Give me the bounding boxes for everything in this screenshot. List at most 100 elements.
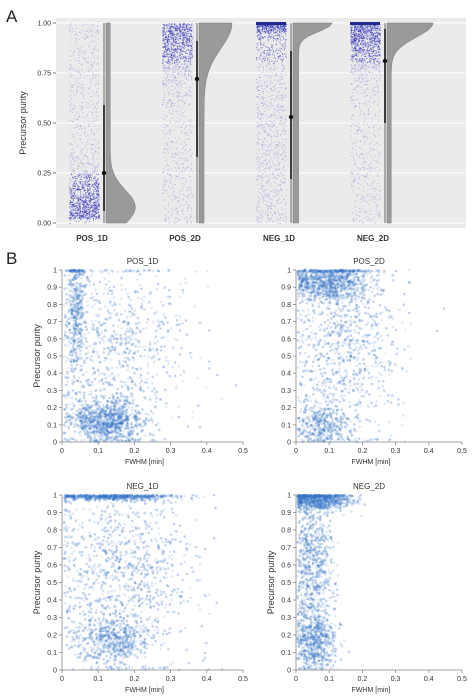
y-tick-label: 0.1 [47,422,57,429]
x-axis-label: FWHM [min] [352,687,391,694]
y-tick-label: 0.4 [281,598,291,605]
x-tick-label: 0 [60,676,64,683]
x-tick-label: 0 [60,448,64,455]
y-tick-label: 0.1 [281,650,291,657]
scatter-title: POS_2D [353,257,385,266]
scatter-title: POS_1D [127,257,159,266]
y-tick-label: 0.4 [47,371,57,378]
violin-3 [386,22,434,224]
scatter-points-3 [296,493,366,672]
y-tick-label: 0.3 [47,615,57,622]
x-tick-label: 0 [294,676,298,683]
y-tick-label: 0.4 [47,598,57,605]
violin-1 [198,22,233,224]
y-tick-label: 0.4 [281,371,291,378]
scatter-points-1 [296,268,446,444]
y-axis-label: Precursor purity [32,550,42,614]
y-tick-label: 0.2 [47,633,57,640]
violin-2 [292,22,333,224]
x-tick-label: 0.1 [93,676,103,683]
y-axis-label: Precursor purity [18,91,28,155]
category-label-0: POS_1D [76,234,108,243]
x-tick-label: 0.1 [324,448,334,455]
y-tick-label: 0.75 [37,71,51,78]
scatter-grid: 0 0.1 0.2 0.3 0.4 0.5 0 0.1 0.2 0.3 0.4 0.5 0.6 0.7 0.… [32,257,467,694]
median-point-2 [288,114,294,120]
y-tick-label: 0.6 [47,563,57,570]
rain-points-0 [69,23,100,224]
violin-0 [105,22,136,224]
y-tick-label: 0.2 [281,633,291,640]
y-tick-label: 0 [53,440,57,447]
median-point-0 [101,170,107,176]
y-tick-label: 0.25 [37,171,51,178]
x-tick-label: 0.5 [238,448,248,455]
x-tick-label: 0 [294,448,298,455]
y-tick-label: 0.5 [47,580,57,587]
x-axis-label: FWHM [min] [352,459,391,466]
x-tick-label: 0.3 [391,676,401,683]
y-tick-label: 0.1 [281,422,291,429]
y-tick-label: 0.9 [47,285,57,292]
x-tick-label: 0.4 [202,676,212,683]
y-tick-label: 0 [53,668,57,675]
x-tick-label: 0.1 [324,676,334,683]
x-tick-label: 0.4 [424,448,434,455]
y-tick-label: 0.3 [281,388,291,395]
y-tick-label: 0.5 [281,354,291,361]
x-tick-label: 0.5 [457,448,467,455]
x-tick-label: 0.2 [130,448,140,455]
y-tick-label: 0 [287,440,291,447]
y-tick-label: 0.9 [281,510,291,517]
y-tick-label: 0.7 [47,319,57,326]
x-axis-label: FWHM [min] [125,687,164,694]
x-tick-label: 0.3 [391,448,401,455]
y-tick-label: 0.3 [47,388,57,395]
x-axis-label: FWHM [min] [125,459,164,466]
scatter-panel-2: 0 0.1 0.2 0.3 0.4 0.5 0 0.1 0.2 0.3 0.4 0.5 0.6 0.7 0.… [32,482,248,694]
x-tick-label: 0.5 [457,676,467,683]
y-tick-label: 0.9 [281,285,291,292]
y-tick-label: 0.8 [47,528,57,535]
scatter-panel-1: 0 0.1 0.2 0.3 0.4 0.5 0 0.1 0.2 0.3 0.4 0.5 0.6 0.7 0.… [281,257,467,466]
y-tick-label: 0.5 [281,580,291,587]
panel-letter-b: B [6,249,17,268]
y-tick-label: 0.2 [281,405,291,412]
y-tick-label: 0.7 [281,545,291,552]
category-label-2: NEG_1D [263,234,295,243]
category-label-3: NEG_2D [357,234,389,243]
y-tick-label: 1 [287,268,291,275]
x-tick-label: 0.4 [202,448,212,455]
scatter-title: NEG_1D [126,482,158,491]
y-tick-label: 0.3 [281,615,291,622]
y-tick-label: 0.9 [47,510,57,517]
panel-letter-a: A [6,7,18,26]
scatter-panel-3: 0 0.1 0.2 0.3 0.4 0.5 0 0.1 0.2 0.3 0.4 0.5 0.6 0.7 0.… [266,482,467,694]
y-tick-label: 0.2 [47,405,57,412]
y-tick-label: 0.50 [37,121,51,128]
y-tick-label: 1 [53,268,57,275]
y-tick-label: 0.6 [47,336,57,343]
rain-points-1 [162,23,193,224]
scatter-panel-0: 0 0.1 0.2 0.3 0.4 0.5 0 0.1 0.2 0.3 0.4 0.5 0.6 0.7 0.… [32,257,248,466]
x-tick-label: 0.3 [166,448,176,455]
dense-top-band [256,22,286,25]
x-tick-label: 0.4 [424,676,434,683]
y-tick-label: 0.5 [47,354,57,361]
category-label-1: POS_2D [169,234,201,243]
y-tick-label: 0.8 [281,528,291,535]
y-axis-label: Precursor purity [32,324,42,388]
y-tick-label: 0.7 [281,319,291,326]
scatter-points-2 [62,493,224,672]
y-tick-label: 1 [287,493,291,500]
dense-top-band [350,22,380,25]
x-tick-label: 0.1 [93,448,103,455]
rain-points-2 [256,23,287,224]
y-axis-label: Precursor purity [266,550,276,614]
x-tick-label: 0.3 [166,676,176,683]
median-point-1 [194,76,200,82]
x-tick-label: 0.5 [238,676,248,683]
scatter-points-0 [62,268,238,444]
